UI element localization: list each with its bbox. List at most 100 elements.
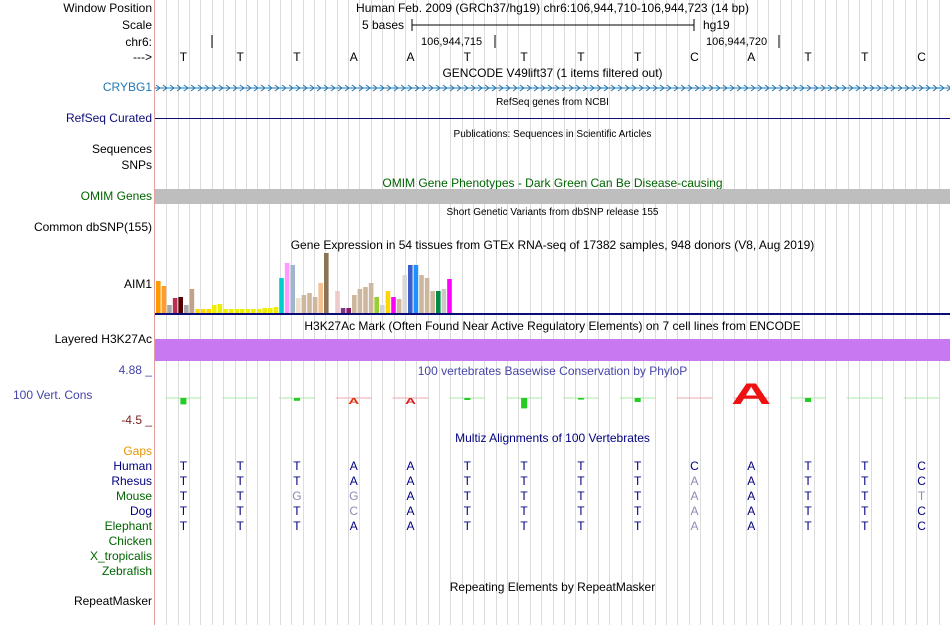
gtex-tissue-bar[interactable] [424, 278, 430, 313]
gtex-tissue-bar[interactable] [329, 283, 335, 313]
vert-cons-label[interactable]: 100 Vert. Cons [13, 388, 93, 402]
gridline [518, 0, 520, 625]
gtex-expression-chart[interactable] [155, 252, 950, 314]
gtex-tissue-bar[interactable] [430, 291, 435, 313]
common-dbsnp-label[interactable]: Common dbSNP(155) [33, 220, 152, 234]
gtex-tissue-bar[interactable] [240, 309, 245, 313]
gtex-tissue-bar[interactable] [385, 291, 391, 313]
gridline [768, 0, 770, 625]
gridline [597, 0, 599, 625]
species-label-human: Human [113, 459, 152, 473]
gtex-tissue-bar[interactable] [178, 297, 183, 313]
phylop-score-bar[interactable] [577, 398, 584, 400]
aligned-base: C [917, 519, 926, 533]
gtex-tissue-bar[interactable] [391, 297, 396, 313]
gtex-tissue-bar[interactable] [256, 309, 262, 313]
gtex-tissue-bar[interactable] [368, 283, 374, 313]
gtex-tissue-bar[interactable] [436, 291, 441, 313]
gtex-tissue-bar[interactable] [268, 308, 273, 313]
cons-min-label: -4.5 _ [121, 413, 152, 427]
species-label-zebrafish: Zebrafish [101, 564, 152, 578]
browser-image[interactable]: Human Feb. 2009 (GRCh37/hg19) chr6:106,9… [155, 0, 950, 625]
gtex-tissue-bar[interactable] [324, 253, 329, 313]
gtex-tissue-bar[interactable] [447, 279, 452, 313]
gtex-tissue-bar[interactable] [301, 295, 307, 313]
gtex-tissue-bar[interactable] [357, 289, 363, 313]
gtex-tissue-bar[interactable] [156, 281, 161, 313]
gtex-tissue-bar[interactable] [195, 309, 200, 313]
gtex-tissue-bar[interactable] [212, 305, 217, 313]
gtex-tissue-bar[interactable] [408, 265, 413, 313]
scale-ruler [211, 19, 780, 48]
gtex-tissue-bar[interactable] [296, 298, 301, 313]
gtex-tissue-bar[interactable] [419, 275, 424, 313]
gtex-tissue-bar[interactable] [228, 309, 234, 313]
sequences-label[interactable]: Sequences [91, 142, 152, 156]
snps-label[interactable]: SNPs [121, 158, 152, 172]
gtex-tissue-bar[interactable] [262, 308, 267, 313]
gtex-tissue-bar[interactable] [279, 278, 284, 313]
gtex-tissue-bar[interactable] [217, 304, 223, 313]
phylop-score-bar[interactable] [293, 398, 300, 401]
crybg1-gene-feature[interactable] [155, 83, 950, 93]
gtex-tissue-bar[interactable] [352, 295, 357, 313]
gtex-tissue-bar[interactable] [335, 291, 340, 313]
gridline [915, 0, 917, 625]
gtex-tissue-bar[interactable] [161, 286, 167, 313]
gridline [756, 0, 758, 625]
refseq-gene-line[interactable] [155, 118, 950, 119]
aligned-base: T [520, 489, 528, 503]
aligned-base: A [747, 474, 756, 488]
gtex-tissue-bar[interactable] [189, 289, 195, 313]
gtex-tissue-bar[interactable] [363, 287, 368, 313]
omim-genes-label[interactable]: OMIM Genes [80, 189, 152, 203]
aligned-base: A [747, 519, 756, 533]
layered-h3k27ac-label[interactable]: Layered H3K27Ac [54, 332, 152, 346]
gtex-tissue-bar[interactable] [396, 299, 402, 313]
gtex-tissue-bar[interactable] [402, 275, 407, 313]
gtex-tissue-bar[interactable] [346, 308, 351, 313]
track-labels-panel: Window Position Scale chr6: ---> CRYBG1 … [0, 0, 155, 625]
gtex-tissue-bar[interactable] [441, 289, 447, 313]
omim-gene-bar[interactable] [155, 189, 950, 204]
gridline [461, 0, 463, 625]
gtex-tissue-bar[interactable] [413, 265, 419, 313]
aligned-base: A [349, 459, 358, 473]
gridline [620, 0, 622, 625]
h3k27ac-signal[interactable] [155, 339, 950, 361]
gtex-tissue-bar[interactable] [307, 293, 312, 313]
gtex-tissue-bar[interactable] [318, 283, 323, 313]
phylop-score-bar[interactable] [464, 398, 471, 400]
crybg1-label[interactable]: CRYBG1 [102, 80, 152, 94]
gtex-tissue-bar[interactable] [273, 307, 279, 313]
refseq-curated-label[interactable]: RefSeq Curated [65, 111, 152, 125]
gtex-tissue-bar[interactable] [374, 297, 379, 313]
gtex-tissue-bar[interactable] [200, 309, 206, 313]
ref-base: T [804, 50, 812, 64]
gtex-tissue-bar[interactable] [206, 309, 211, 313]
panel-divider [154, 0, 155, 625]
gtex-tissue-bar[interactable] [380, 305, 385, 313]
phylop-score-bar[interactable] [805, 398, 812, 402]
aligned-base: T [463, 459, 471, 473]
aligned-base: A [690, 489, 699, 503]
gtex-tissue-bar[interactable] [167, 305, 172, 313]
gtex-tissue-bar[interactable] [284, 263, 290, 313]
gtex-tissue-bar[interactable] [245, 309, 251, 313]
repeatmasker-label[interactable]: RepeatMasker [73, 594, 152, 608]
gtex-tissue-bar[interactable] [251, 309, 256, 313]
phylop-title: 100 vertebrates Basewise Conservation by… [417, 364, 688, 378]
phylop-score-bar[interactable] [634, 398, 641, 402]
gtex-tissue-bar[interactable] [223, 309, 228, 313]
gtex-tissue-bar[interactable] [290, 265, 295, 313]
gtex-tissue-bar[interactable] [184, 305, 189, 313]
phylop-score-bar[interactable] [521, 398, 528, 409]
gtex-tissue-bar[interactable] [172, 298, 178, 313]
aim1-label[interactable]: AIM1 [123, 277, 152, 291]
species-label-chicken: Chicken [108, 534, 152, 548]
gtex-tissue-bar[interactable] [340, 308, 346, 313]
phylop-score-bar[interactable] [180, 398, 187, 405]
gtex-tissue-bar[interactable] [312, 297, 318, 313]
gtex-tissue-bar[interactable] [234, 309, 239, 313]
